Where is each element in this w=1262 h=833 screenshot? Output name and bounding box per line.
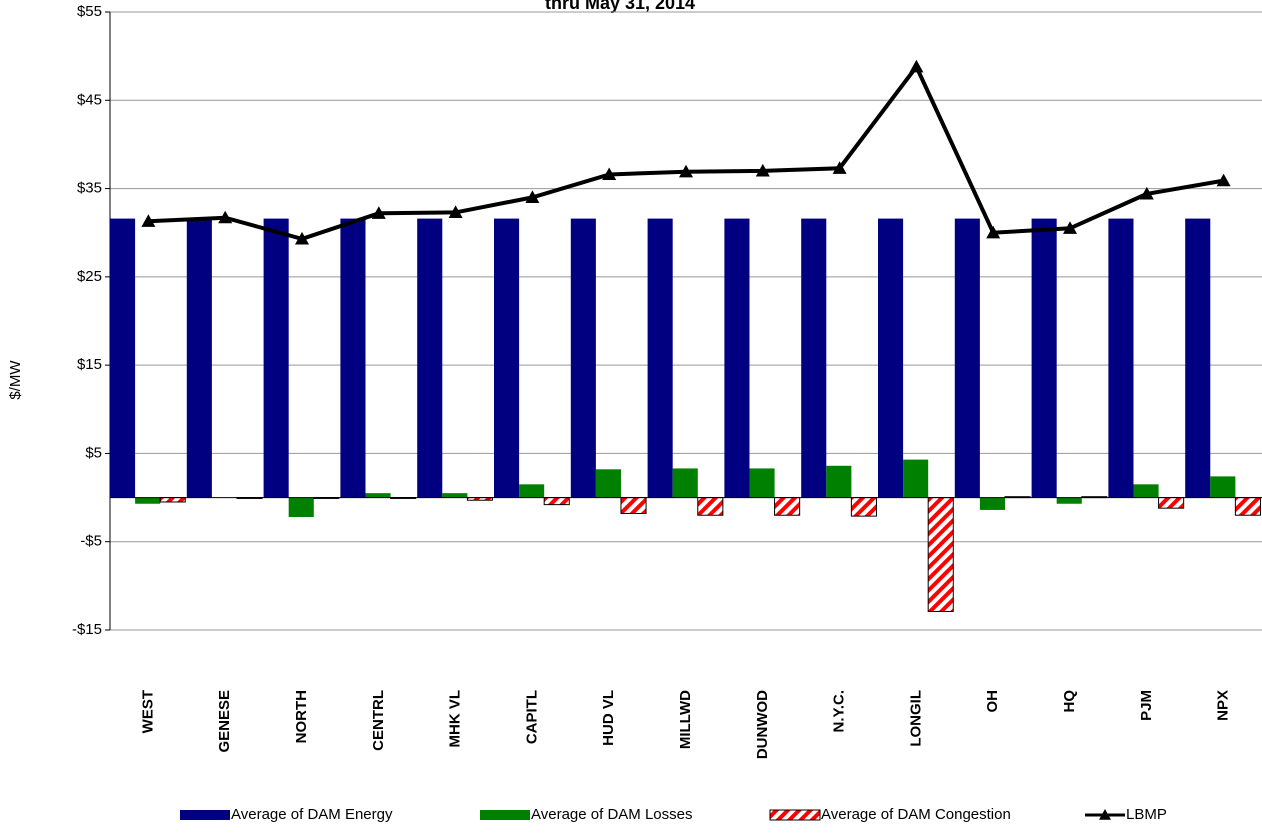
- bar: [979, 497, 1005, 510]
- x-tick-label: NPX: [1215, 690, 1232, 721]
- bar: [697, 497, 724, 516]
- legend-label: LBMP: [1126, 806, 1167, 823]
- y-axis-label: $/MW: [7, 360, 24, 400]
- marker: [371, 206, 386, 219]
- y-tick-label: -$5: [80, 533, 102, 550]
- bar: [442, 493, 468, 498]
- bar: [774, 497, 801, 516]
- marker: [909, 59, 924, 73]
- x-tick-label: HQ: [1061, 690, 1078, 713]
- bar: [365, 493, 391, 498]
- bar: [1234, 497, 1261, 516]
- marker: [602, 167, 617, 181]
- bar: [159, 497, 186, 503]
- marker: [986, 225, 1001, 239]
- bar: [135, 497, 161, 504]
- x-tick-label: HUD VL: [600, 690, 617, 746]
- bar: [724, 218, 750, 498]
- marker: [755, 163, 770, 177]
- chart-title: thru May 31, 2014: [545, 0, 695, 13]
- y-tick-label: $55: [77, 3, 102, 20]
- bar: [620, 497, 647, 514]
- marker: [1216, 173, 1231, 187]
- bar: [1210, 476, 1236, 498]
- x-tick-label: CAPITL: [523, 690, 540, 744]
- bar: [1185, 218, 1211, 498]
- bar: [186, 218, 212, 498]
- bar: [954, 218, 980, 498]
- bar: [340, 218, 366, 498]
- x-tick-label: DUNWOD: [754, 690, 771, 759]
- bar: [826, 465, 852, 498]
- marker: [679, 164, 693, 178]
- legend-label: Average of DAM Congestion: [821, 806, 1011, 823]
- bar: [878, 218, 904, 498]
- x-tick-label: MILLWD: [677, 690, 694, 749]
- bar: [1133, 484, 1159, 498]
- legend-swatch: [180, 810, 230, 820]
- bar: [927, 497, 954, 612]
- bar: [1056, 497, 1082, 504]
- marker: [448, 205, 463, 219]
- legend-label: Average of DAM Energy: [231, 806, 393, 823]
- bar: [801, 218, 827, 498]
- x-tick-label: N.Y.C.: [831, 690, 848, 733]
- x-tick-label: PJM: [1138, 690, 1155, 721]
- marker: [295, 231, 309, 245]
- y-tick-label: $45: [77, 91, 102, 108]
- y-tick-label: $5: [85, 444, 102, 461]
- legend-marker: [1099, 809, 1111, 820]
- bar: [1108, 218, 1134, 498]
- x-tick-label: CENTRL: [370, 690, 387, 751]
- x-tick-label: WEST: [139, 690, 156, 733]
- y-tick-label: $15: [77, 356, 102, 373]
- bar: [288, 497, 314, 517]
- bar: [110, 218, 136, 498]
- y-tick-label: $35: [77, 180, 102, 197]
- legend-swatch: [769, 809, 821, 821]
- bar: [417, 218, 443, 498]
- marker: [218, 210, 233, 224]
- bar: [519, 484, 545, 498]
- bar: [749, 468, 775, 498]
- x-tick-label: NORTH: [293, 690, 310, 743]
- legend-swatch: [480, 810, 530, 820]
- line: [148, 62, 1224, 241]
- x-tick-label: GENESE: [216, 690, 233, 753]
- bar: [1158, 497, 1185, 509]
- x-tick-label: LONGIL: [907, 690, 924, 747]
- bar: [543, 497, 570, 506]
- bar: [647, 218, 673, 498]
- x-tick-label: MHK VL: [447, 690, 464, 748]
- marker: [141, 214, 156, 227]
- y-tick-label: $25: [77, 268, 102, 285]
- bar: [672, 468, 698, 498]
- marker: [1139, 186, 1154, 200]
- y-tick-label: -$15: [72, 621, 102, 638]
- x-tick-label: OH: [984, 690, 1001, 713]
- marker: [1063, 221, 1077, 234]
- bar: [263, 218, 289, 498]
- bar: [1031, 218, 1057, 498]
- bar: [903, 459, 929, 498]
- legend-label: Average of DAM Losses: [531, 806, 692, 823]
- marker: [525, 190, 540, 203]
- marker: [832, 161, 847, 174]
- bar: [850, 497, 877, 517]
- bar: [494, 218, 520, 498]
- bar: [570, 218, 596, 498]
- bar: [595, 469, 621, 498]
